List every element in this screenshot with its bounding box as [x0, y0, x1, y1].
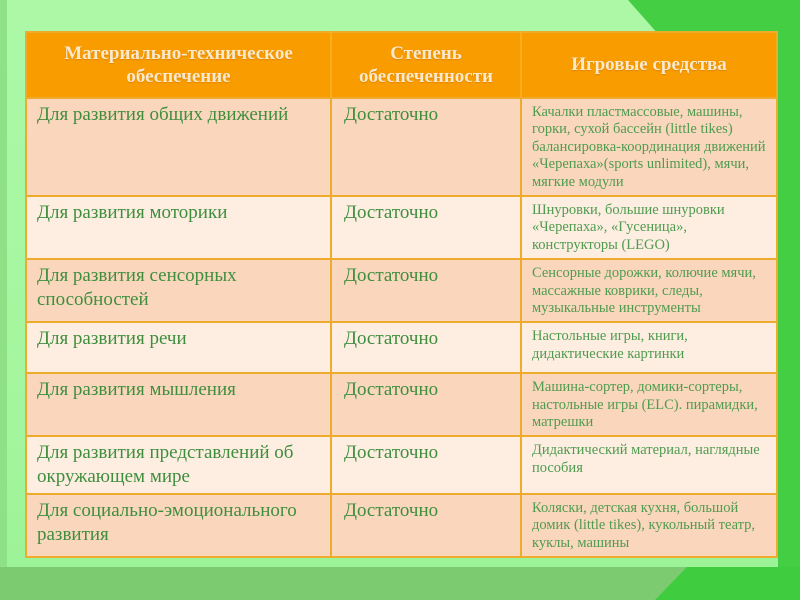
cell-area: Для развития представлений об окружающем…: [25, 435, 332, 495]
table-row: Для развития общих движений Достаточно К…: [25, 97, 778, 197]
cell-degree: Достаточно: [330, 258, 522, 324]
cell-degree: Достаточно: [330, 492, 522, 559]
table-header-row: Материально-техническое обеспечение Степ…: [25, 31, 778, 99]
cell-area: Для развития речи: [25, 321, 332, 375]
column-header-tools: Игровые средства: [520, 31, 778, 99]
table-row: Для развития речи Достаточно Настольные …: [25, 321, 778, 375]
decor-left-strip: [0, 0, 7, 567]
table-row: Для социально-эмоционального развития До…: [25, 492, 778, 559]
table-row: Для развития представлений об окружающем…: [25, 435, 778, 495]
cell-tools: Качалки пластмассовые, машины, горки, су…: [520, 97, 778, 197]
cell-degree: Достаточно: [330, 194, 522, 261]
cell-area: Для развития мышления: [25, 372, 332, 438]
cell-tools: Коляски, детская кухня, большой домик (l…: [520, 492, 778, 559]
cell-area: Для развития общих движений: [25, 97, 332, 197]
cell-degree: Достаточно: [330, 435, 522, 495]
cell-area: Для развития моторики: [25, 194, 332, 261]
cell-tools: Дидактический материал, наглядные пособи…: [520, 435, 778, 495]
cell-tools: Шнуровки, большие шнуровки «Черепаха», «…: [520, 194, 778, 261]
cell-area: Для развития сенсорных способностей: [25, 258, 332, 324]
cell-tools: Настольные игры, книги, дидактические ка…: [520, 321, 778, 375]
provision-table: Материально-техническое обеспечение Степ…: [25, 31, 778, 559]
table-row: Для развития сенсорных способностей Дост…: [25, 258, 778, 324]
column-header-material: Материально-техническое обеспечение: [25, 31, 332, 99]
cell-tools: Машина-сортер, домики-сортеры, настольны…: [520, 372, 778, 438]
cell-area: Для социально-эмоционального развития: [25, 492, 332, 559]
cell-degree: Достаточно: [330, 97, 522, 197]
table-row: Для развития мышления Достаточно Машина-…: [25, 372, 778, 438]
cell-tools: Сенсорные дорожки, колючие мячи, массажн…: [520, 258, 778, 324]
column-header-degree: Степень обеспеченности: [330, 31, 522, 99]
cell-degree: Достаточно: [330, 372, 522, 438]
decor-top-right-wedge: [628, 0, 800, 33]
table-row: Для развития моторики Достаточно Шнуровк…: [25, 194, 778, 261]
decor-right-strip: [778, 0, 800, 600]
cell-degree: Достаточно: [330, 321, 522, 375]
